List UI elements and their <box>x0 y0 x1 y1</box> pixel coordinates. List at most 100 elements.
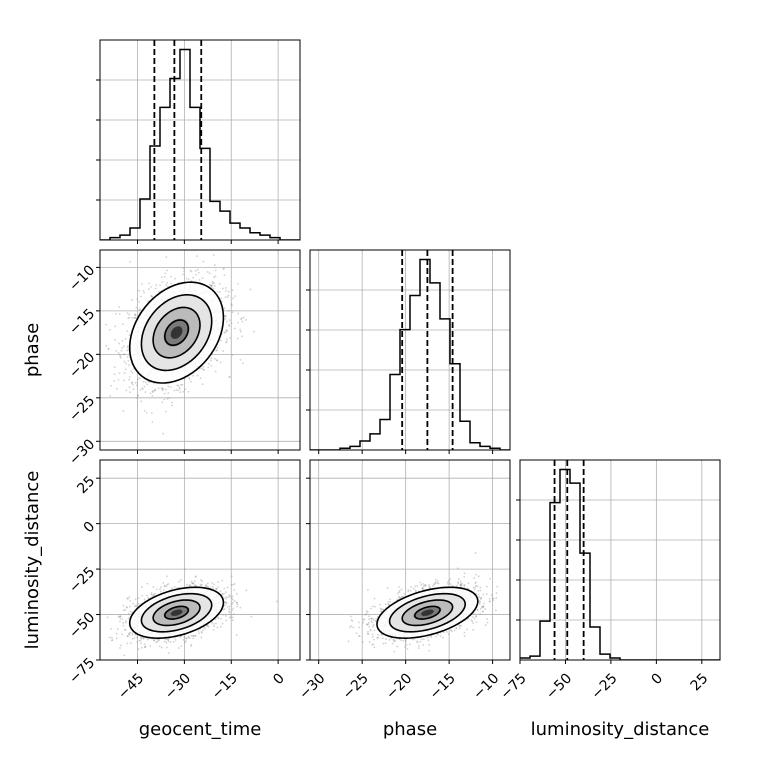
scatter-point <box>194 634 197 637</box>
scatter-point <box>387 600 390 603</box>
scatter-point <box>215 588 217 590</box>
panel-frame <box>309 249 511 451</box>
scatter-point <box>146 582 149 585</box>
scatter-point <box>179 391 182 394</box>
scatter-point <box>190 645 192 647</box>
scatter-point <box>122 353 125 356</box>
scatter-point <box>228 608 231 610</box>
scatter-point <box>184 568 187 570</box>
scatter-point <box>108 328 111 331</box>
scatter-point <box>200 583 203 586</box>
scatter-point <box>185 277 188 280</box>
scatter-point <box>223 307 226 310</box>
scatter-point <box>152 593 155 596</box>
scatter-point <box>228 610 231 613</box>
scatter-point <box>228 319 231 322</box>
scatter-point <box>178 580 180 583</box>
scatter-point <box>416 640 419 643</box>
scatter-point <box>176 384 179 387</box>
scatter-point <box>147 300 150 303</box>
scatter-point <box>172 641 175 643</box>
scatter-point <box>226 606 229 608</box>
scatter-point <box>164 388 167 391</box>
scatter-point <box>175 389 178 391</box>
scatter-point <box>225 596 227 599</box>
scatter-point <box>158 645 161 648</box>
scatter-point <box>128 596 131 599</box>
scatter-point <box>445 631 448 633</box>
scatter-point <box>241 320 244 323</box>
scatter-point <box>188 637 191 639</box>
scatter-point <box>182 390 185 393</box>
scatter-point <box>122 410 125 412</box>
scatter-point <box>216 349 219 352</box>
scatter-point <box>202 260 205 263</box>
scatter-point <box>232 613 235 616</box>
scatter-point <box>489 577 491 580</box>
scatter-point <box>182 638 185 641</box>
contour-0 <box>128 281 225 384</box>
scatter-point <box>225 591 227 594</box>
scatter-point <box>126 349 129 352</box>
scatter-point <box>187 636 189 639</box>
scatter-point <box>374 605 376 608</box>
scatter-point <box>164 272 167 275</box>
scatter-point <box>98 393 100 395</box>
scatter-point <box>232 583 235 586</box>
scatter-point <box>198 632 201 635</box>
scatter-point <box>122 609 125 612</box>
scatter-point <box>163 275 166 278</box>
scatter-point <box>206 585 209 588</box>
scatter-point <box>239 330 242 333</box>
scatter-point <box>137 378 140 381</box>
scatter-point <box>177 389 179 392</box>
scatter-point <box>143 385 146 388</box>
scatter-point <box>171 587 174 590</box>
scatter-point <box>215 587 218 590</box>
y-tick-label: −30 <box>66 436 98 468</box>
scatter-point <box>134 633 137 636</box>
scatter-point <box>115 637 118 640</box>
scatter-point <box>179 636 182 639</box>
scatter-point <box>118 354 121 356</box>
scatter-point <box>138 300 141 303</box>
scatter-point <box>222 350 225 352</box>
scatter-point <box>225 320 228 323</box>
scatter-point <box>215 622 217 625</box>
scatter-point <box>165 256 168 259</box>
scatter-point <box>128 632 131 635</box>
scatter-point <box>124 629 127 631</box>
scatter-point <box>180 383 183 386</box>
scatter-point <box>233 589 236 591</box>
scatter-point <box>194 576 197 578</box>
scatter-point <box>118 306 121 308</box>
scatter-point <box>214 275 217 278</box>
scatter-point <box>226 296 229 299</box>
scatter-point <box>122 624 125 627</box>
scatter-point <box>190 270 193 273</box>
scatter-point <box>221 579 224 582</box>
scatter-point <box>152 391 154 394</box>
scatter-point <box>227 596 230 598</box>
scatter-point <box>211 284 213 287</box>
scatter-point <box>163 392 166 395</box>
scatter-point <box>124 619 127 622</box>
scatter-point <box>421 582 424 585</box>
scatter-point <box>163 589 165 592</box>
scatter-point <box>118 342 120 345</box>
scatter-point <box>135 605 138 608</box>
scatter-point <box>134 317 137 319</box>
scatter-point <box>126 356 129 358</box>
scatter-point <box>139 389 142 392</box>
x-tick-label: 0 <box>270 670 288 688</box>
density-level-4 <box>170 326 183 339</box>
scatter-point <box>127 364 130 367</box>
scatter-point <box>194 635 196 637</box>
scatter-point <box>219 617 222 620</box>
scatter-point <box>190 580 193 583</box>
scatter-point <box>113 380 116 382</box>
scatter-point <box>187 635 190 638</box>
scatter-point <box>245 589 248 592</box>
scatter-point <box>214 370 217 373</box>
scatter-point <box>127 617 130 620</box>
